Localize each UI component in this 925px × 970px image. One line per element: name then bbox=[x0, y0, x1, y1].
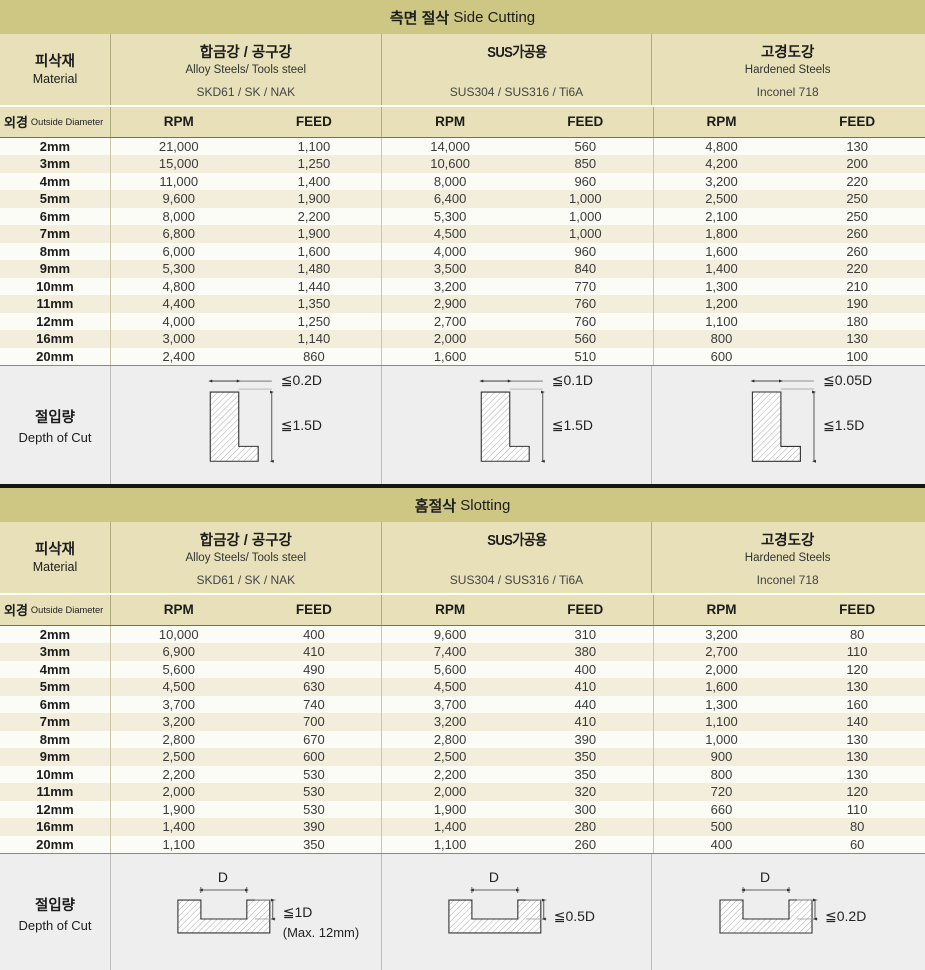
svg-text:≦1.5D: ≦1.5D bbox=[823, 417, 864, 433]
svg-text:D: D bbox=[218, 869, 228, 885]
svg-text:≦1.5D: ≦1.5D bbox=[281, 417, 322, 433]
svg-text:≦1.5D: ≦1.5D bbox=[551, 417, 592, 433]
svg-text:≦0.5D: ≦0.5D bbox=[553, 908, 594, 924]
svg-text:(Max. 12mm): (Max. 12mm) bbox=[283, 925, 359, 940]
svg-text:≦0.1D: ≦0.1D bbox=[551, 372, 592, 388]
svg-text:D: D bbox=[760, 869, 770, 885]
svg-text:D: D bbox=[489, 869, 499, 885]
svg-text:≦0.05D: ≦0.05D bbox=[823, 372, 872, 388]
svg-text:≦1D: ≦1D bbox=[283, 904, 313, 920]
svg-text:≦0.2D: ≦0.2D bbox=[281, 372, 322, 388]
svg-text:≦0.2D: ≦0.2D bbox=[825, 908, 866, 924]
